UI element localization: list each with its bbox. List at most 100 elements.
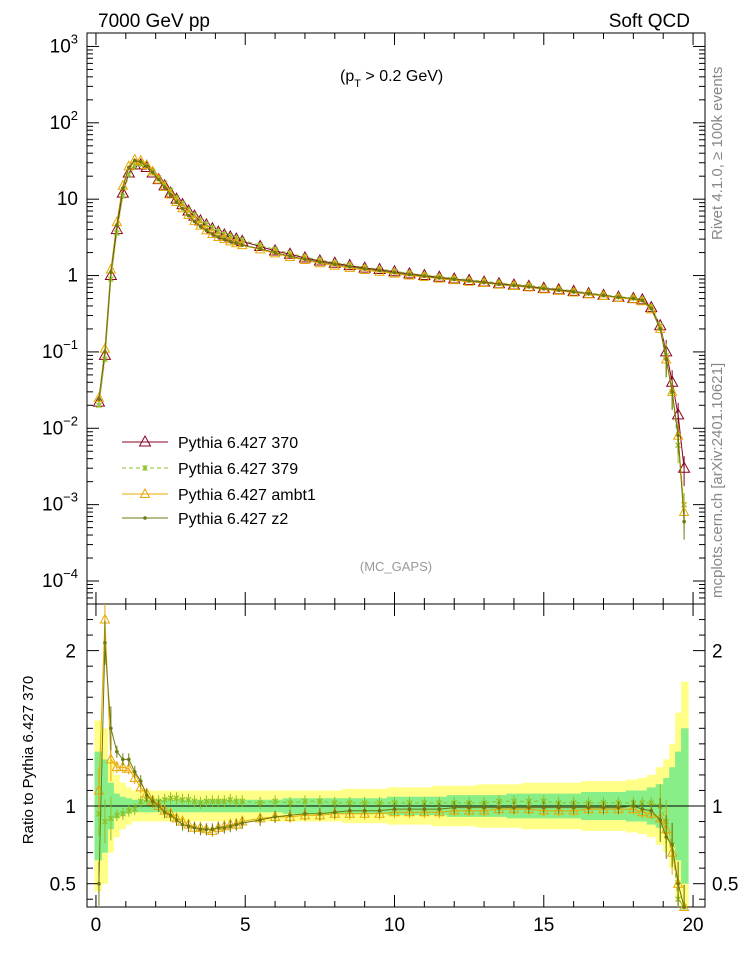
- p379-ratio-line: [98, 797, 685, 908]
- z2-point: [482, 805, 486, 810]
- p379-point: [173, 795, 180, 802]
- ratio-y-tick-label: 1: [712, 797, 723, 818]
- ambt1-point: [538, 804, 550, 815]
- z2-point: [150, 799, 155, 804]
- ambt1-point: [645, 303, 657, 314]
- p379-point: [203, 798, 210, 805]
- z2-point: [103, 350, 107, 354]
- p379-point: [113, 812, 120, 819]
- z2-point: [527, 805, 531, 810]
- legend-label-p370: Pythia 6.427 370: [178, 435, 298, 452]
- p370-point: [635, 292, 649, 305]
- ambt1-point: [105, 753, 117, 764]
- p379-point: [119, 810, 126, 817]
- ambt1-point: [628, 803, 639, 814]
- legend: Pythia 6.427 370 Pythia 6.427 379 Pythia 6…: [122, 434, 316, 528]
- p379-point: [101, 818, 108, 825]
- ambt1-point: [147, 165, 159, 176]
- p370-point: [567, 284, 580, 296]
- z2-point: [156, 804, 161, 808]
- ambt1-point: [448, 804, 460, 815]
- ratio-y-tick-label: 0.5: [712, 875, 738, 896]
- x-tick-label: 15: [533, 915, 554, 936]
- z2-point: [664, 835, 668, 839]
- ratio-y-tick-label: 0.5: [50, 875, 76, 896]
- ambt1-point: [463, 804, 475, 815]
- ambt1-point: [183, 208, 194, 220]
- z2-point: [377, 808, 382, 813]
- mcplots-label: mcplots.cern.ch [arXiv:2401.10621]: [709, 363, 726, 598]
- ambt1-point: [171, 195, 182, 206]
- z2-point: [571, 290, 576, 294]
- z2-point: [162, 185, 167, 190]
- p370-point: [313, 253, 327, 266]
- p379-point: [107, 815, 114, 822]
- z2-point: [347, 265, 352, 269]
- ambt1-point: [123, 762, 135, 773]
- p370-point: [152, 172, 165, 185]
- p379-point: [233, 798, 240, 805]
- ratio-plot-panel: 0 5 10 15 20 0.5 0.5 1 1 2 2: [50, 603, 738, 936]
- p379-point: [239, 798, 246, 805]
- x-tick-label: 5: [240, 915, 251, 936]
- z2-point: [541, 287, 546, 291]
- ambt1-point: [433, 806, 445, 817]
- ambt1-point: [359, 807, 370, 818]
- p370-point: [462, 273, 476, 286]
- z2-point: [670, 843, 674, 847]
- z2-point: [240, 243, 245, 247]
- z2-point: [497, 805, 501, 810]
- y-tick-label: 10: [57, 189, 78, 210]
- p379-point: [131, 806, 138, 813]
- z2-point: [467, 279, 471, 283]
- ambt1-point: [207, 227, 218, 238]
- z2-point: [318, 260, 322, 264]
- ambt1-point: [404, 806, 415, 817]
- z2-point: [115, 749, 119, 754]
- z2-point: [437, 276, 442, 280]
- z2-point: [228, 824, 233, 828]
- z2-point: [362, 267, 367, 271]
- p370-point: [158, 178, 171, 191]
- z2-point: [512, 805, 516, 810]
- z2-point: [216, 825, 221, 830]
- ambt1-point: [117, 761, 129, 772]
- z2-point: [452, 805, 457, 810]
- x-tick-label: 10: [384, 915, 405, 936]
- z2-point: [392, 807, 397, 811]
- z2-point: [273, 815, 277, 819]
- z2-point: [670, 390, 674, 394]
- z2-point: [228, 239, 233, 244]
- z2-point: [180, 822, 185, 827]
- header-right: Soft QCD: [609, 11, 690, 32]
- z2-point: [204, 827, 209, 832]
- z2-point: [640, 298, 645, 303]
- z2-point: [347, 808, 352, 813]
- z2-point: [138, 159, 143, 164]
- z2-point: [332, 810, 337, 815]
- p379-point: [209, 798, 216, 805]
- cut-label: (pT > 0.2 GeV): [340, 68, 443, 90]
- z2-point: [318, 811, 322, 816]
- z2-point: [377, 268, 382, 273]
- z2-point: [452, 277, 457, 282]
- ambt1-point: [135, 154, 147, 165]
- z2-point: [640, 807, 645, 811]
- p370-point: [388, 264, 401, 277]
- z2-point: [180, 206, 185, 211]
- z2-point: [631, 296, 636, 301]
- z2-point: [222, 825, 227, 830]
- p379-point: [142, 465, 148, 471]
- z2-point: [168, 193, 173, 197]
- p370-point: [138, 434, 152, 447]
- z2-point: [156, 177, 161, 182]
- z2-point: [631, 804, 636, 808]
- z2-point: [192, 825, 197, 830]
- p379-point: [302, 798, 308, 805]
- z2-point: [332, 262, 337, 267]
- z2-point: [174, 200, 179, 205]
- y-tick-label: 10−4: [42, 566, 78, 592]
- p370-point: [140, 160, 154, 172]
- ambt1-point: [93, 391, 105, 402]
- z2-point: [407, 807, 412, 811]
